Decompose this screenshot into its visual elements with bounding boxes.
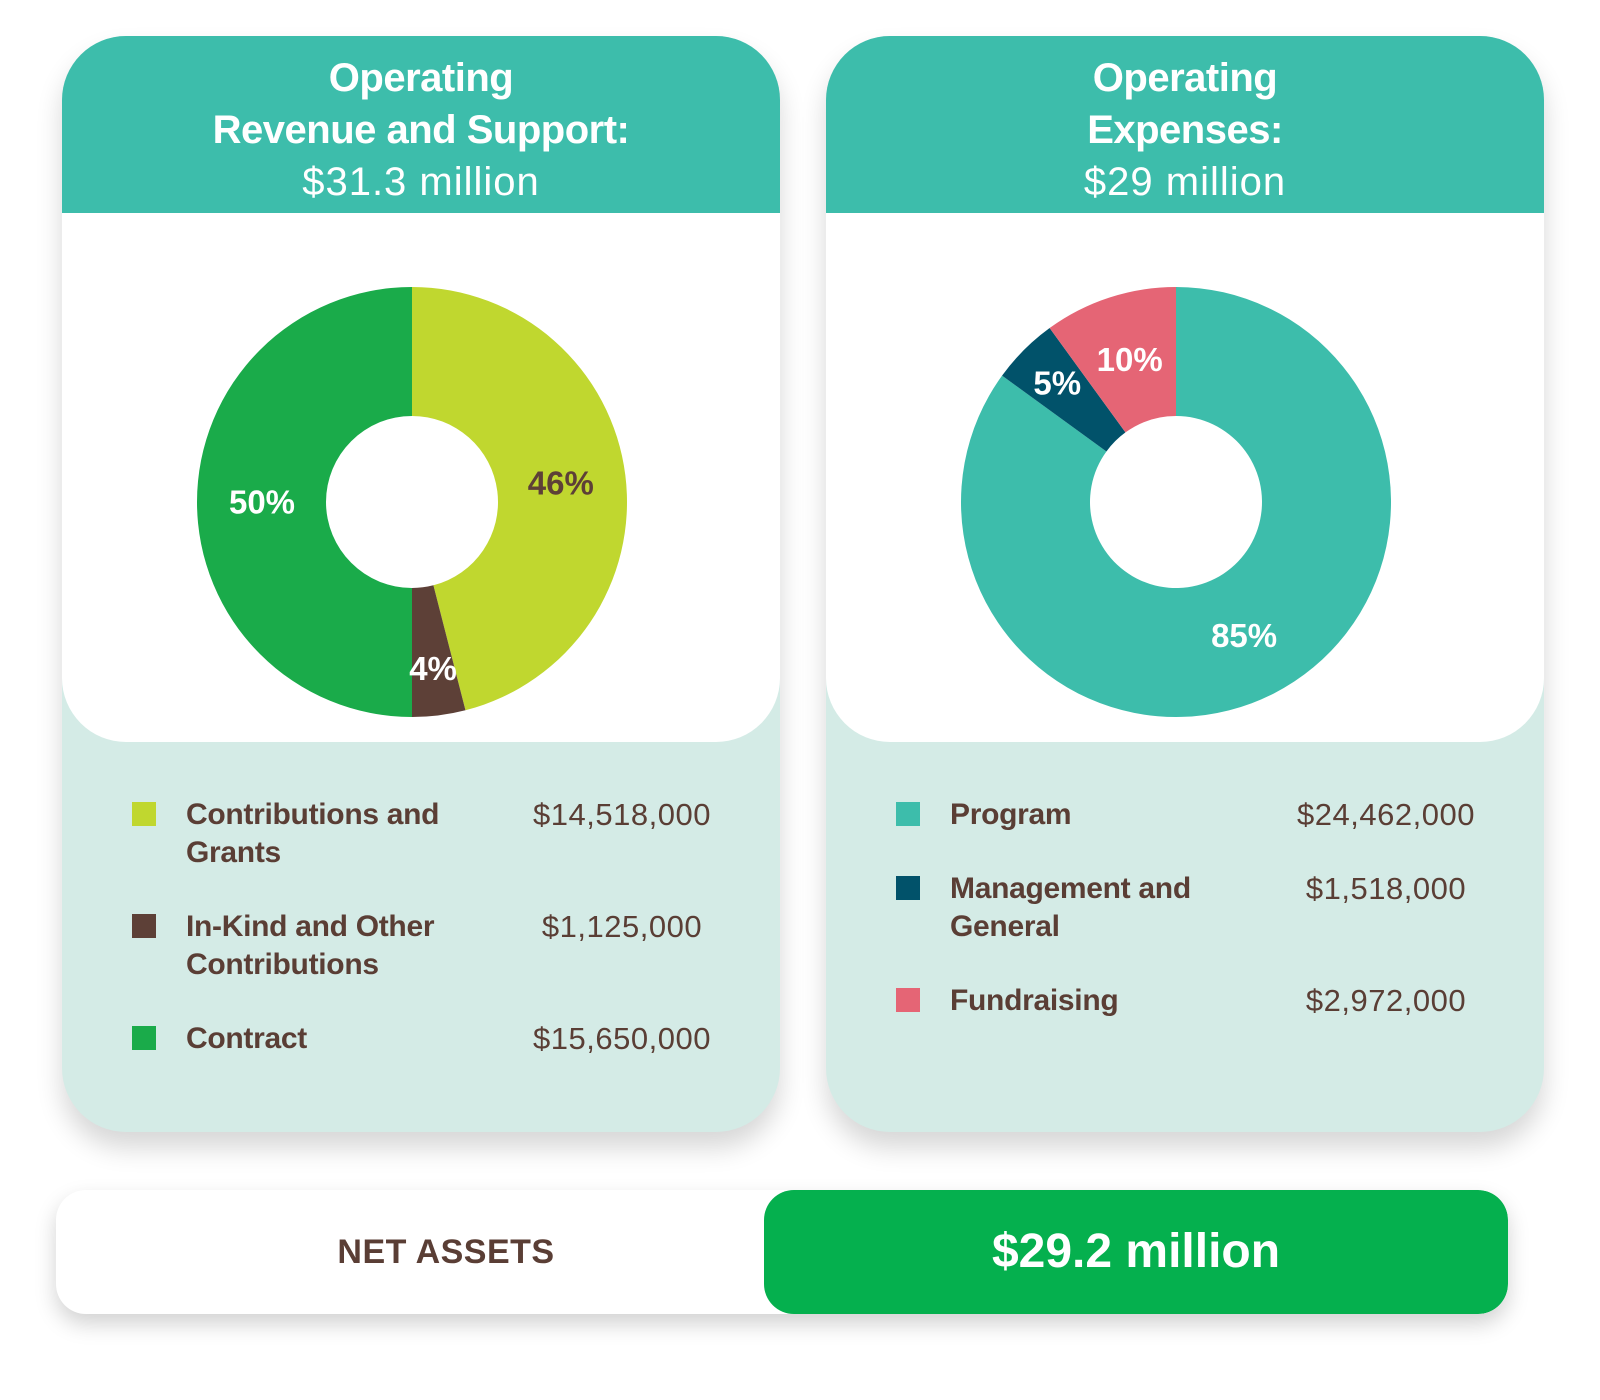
legend-label: Contract	[186, 1022, 307, 1055]
revenue-title-line2: Revenue and Support:	[212, 108, 630, 152]
expenses-chart-panel: 85% 5% 10%	[826, 213, 1544, 742]
revenue-header: Operating Revenue and Support: $31.3 mil…	[62, 36, 780, 213]
expenses-header: Operating Expenses: $29 million	[826, 36, 1544, 213]
expenses-title-line2: Expenses:	[1087, 108, 1283, 152]
legend-value: $1,518,000	[1305, 871, 1467, 906]
legend-swatch	[132, 802, 156, 826]
revenue-legend: Contributions and Grants $14,518,000 In-…	[62, 796, 780, 1132]
pie-slice-fundraising	[1049, 287, 1176, 433]
legend-label: Program	[950, 798, 1072, 831]
slice-label: 10%	[1097, 341, 1163, 378]
net-assets-label: NET ASSETS	[337, 1233, 555, 1271]
legend-label: In-Kind and Other Contributions	[186, 910, 435, 981]
legend-label: Contributions and Grants	[186, 798, 440, 869]
revenue-chart-panel: 46% 4% 50%	[62, 213, 780, 742]
legend-swatch	[132, 914, 156, 938]
slice-label: 4%	[409, 650, 457, 687]
revenue-title-line1: Operating	[328, 56, 514, 100]
pie-slice-contract	[197, 287, 412, 717]
pie-slice-in-kind-and-other-contributions	[412, 585, 466, 717]
legend-label: Management and General	[950, 872, 1191, 943]
legend-value: $2,972,000	[1305, 983, 1467, 1018]
legend-swatch	[896, 876, 920, 900]
legend-value: $14,518,000	[533, 797, 711, 832]
net-assets-value: $29.2 million	[764, 1190, 1508, 1314]
expenses-title-line1: Operating	[1092, 56, 1278, 100]
net-assets-bar: NET ASSETS $29.2 million	[56, 1190, 1508, 1314]
legend-swatch	[132, 1026, 156, 1050]
expenses-card: Operating Expenses: $29 million 85% 5% 10%…	[826, 36, 1544, 1132]
slice-label: 46%	[528, 465, 594, 502]
legend-value: $15,650,000	[533, 1021, 711, 1056]
legend-value: $24,462,000	[1297, 797, 1475, 832]
pie-slice-contributions-and-grants	[412, 287, 627, 711]
slice-label: 85%	[1211, 617, 1277, 654]
slice-label: 5%	[1033, 365, 1081, 402]
legend-label: Fundraising	[950, 984, 1119, 1017]
pie-slice-management-and-general	[1002, 328, 1126, 452]
revenue-card: Operating Revenue and Support: $31.3 mil…	[62, 36, 780, 1132]
expenses-legend: Program $24,462,000 Management and Gener…	[826, 796, 1544, 1132]
revenue-total: $31.3 million	[302, 160, 540, 204]
expenses-total: $29 million	[1083, 160, 1287, 204]
legend-value: $1,125,000	[541, 909, 703, 944]
slice-label: 50%	[229, 484, 295, 521]
expenses-donut-chart: 85% 5% 10%	[961, 287, 1391, 717]
legend-swatch	[896, 802, 920, 826]
pie-slice-program	[961, 287, 1391, 717]
revenue-donut-chart: 46% 4% 50%	[197, 287, 627, 717]
legend-swatch	[896, 988, 920, 1012]
